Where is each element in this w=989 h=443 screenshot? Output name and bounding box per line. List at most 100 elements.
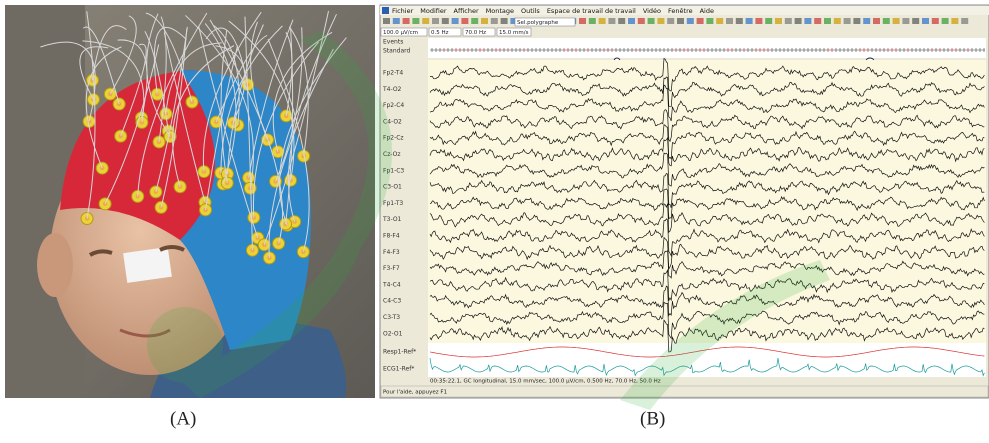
combo-box[interactable]	[428, 27, 462, 37]
tool-button[interactable]	[922, 18, 929, 24]
menu-item[interactable]: Afficher	[454, 7, 479, 15]
menu-item[interactable]: Vidéo	[643, 7, 661, 15]
tool-button[interactable]	[863, 18, 871, 24]
combo-box[interactable]	[380, 27, 428, 37]
tool-button[interactable]	[882, 18, 890, 24]
trace	[429, 268, 985, 302]
toolbar	[383, 18, 969, 24]
app-icon	[382, 7, 389, 14]
tool-button[interactable]	[951, 18, 959, 24]
tool-button[interactable]	[775, 18, 782, 24]
tool-button[interactable]	[686, 18, 694, 24]
tool-button[interactable]	[804, 18, 812, 24]
tool-button[interactable]	[618, 18, 626, 24]
wire	[198, 26, 259, 239]
tool-button[interactable]	[432, 18, 439, 24]
electrode-gel	[139, 120, 145, 125]
tool-button[interactable]	[441, 18, 449, 24]
wire	[228, 20, 295, 181]
wire	[220, 25, 283, 173]
trace	[429, 152, 985, 187]
tool-button[interactable]	[902, 18, 910, 24]
tool-button[interactable]	[745, 18, 753, 24]
tool-button[interactable]	[451, 18, 459, 24]
tool-button[interactable]	[422, 18, 430, 24]
tool-button[interactable]	[579, 18, 586, 24]
tool-button[interactable]	[931, 18, 939, 24]
tool-button[interactable]	[814, 18, 822, 24]
menu-item[interactable]: Aide	[700, 7, 714, 15]
info-line: 00:35:22.1, GC longitudinal, 15.0 mm/sec…	[430, 379, 661, 385]
tool-button[interactable]	[471, 18, 479, 24]
channel-label: Cz-Oz	[383, 151, 401, 158]
tool-button[interactable]	[726, 18, 733, 24]
tool-button[interactable]	[637, 18, 645, 24]
tool-button[interactable]	[824, 18, 831, 24]
tool-button[interactable]	[892, 18, 900, 24]
menu-item[interactable]: Montage	[486, 7, 514, 15]
tool-button[interactable]	[716, 18, 724, 24]
tool-button[interactable]	[873, 18, 880, 24]
tool-button[interactable]	[392, 18, 400, 24]
tool-button[interactable]	[696, 18, 704, 24]
tool-button[interactable]	[481, 18, 488, 24]
wire	[82, 26, 120, 105]
electrode-gel	[273, 179, 278, 184]
tool-button[interactable]	[608, 18, 616, 24]
wire	[86, 11, 96, 219]
combo-box[interactable]	[462, 27, 496, 37]
tool-button[interactable]	[412, 18, 420, 24]
menu-item[interactable]: Modifier	[420, 7, 447, 15]
trace	[429, 250, 985, 279]
tool-button[interactable]	[833, 18, 841, 24]
channel-label: F8-F4	[383, 233, 400, 240]
tool-button[interactable]	[784, 18, 792, 24]
tool-button[interactable]	[735, 18, 743, 24]
tool-button[interactable]	[598, 18, 606, 24]
tool-button[interactable]	[794, 18, 802, 24]
wire	[252, 41, 319, 218]
tool-button[interactable]	[755, 18, 763, 24]
watermark	[147, 30, 830, 410]
tool-button[interactable]	[588, 18, 596, 24]
tool-button[interactable]	[961, 18, 969, 24]
tool-button[interactable]	[677, 18, 684, 24]
trace	[429, 357, 985, 377]
menu-item[interactable]: Espace de travail de travail	[547, 7, 636, 15]
tool-button[interactable]	[510, 18, 518, 24]
time-ruler	[430, 48, 985, 65]
trace	[429, 188, 985, 220]
tool-button[interactable]	[912, 18, 920, 24]
tool-button[interactable]	[383, 18, 390, 24]
wire	[205, 45, 239, 210]
tool-button[interactable]	[647, 18, 655, 24]
tool-button[interactable]	[490, 18, 498, 24]
channel-labels: Events Standard Fp2-T4 T4-O2 Fp2-C4 C4-O2 Fp2-…	[382, 39, 416, 373]
tool-button[interactable]	[628, 18, 635, 24]
wire	[185, 15, 254, 189]
tool-button[interactable]	[941, 18, 949, 24]
tool-button[interactable]	[706, 18, 714, 24]
channel-label: C3-O1	[383, 184, 402, 191]
wire	[137, 12, 208, 197]
tool-button[interactable]	[843, 18, 851, 24]
menu-item[interactable]: Fichier	[392, 7, 414, 15]
wire	[79, 46, 109, 100]
tool-button[interactable]	[402, 18, 410, 24]
caption: (A)	[170, 408, 196, 429]
trace	[429, 109, 985, 143]
menu-item[interactable]: Outils	[521, 7, 540, 15]
menu-bar: Fichier Modifier Afficher Montage Outils Espa…	[382, 7, 714, 15]
wire	[202, 11, 262, 172]
tool-button[interactable]	[667, 18, 675, 24]
combo-box[interactable]	[514, 17, 576, 27]
tool-button[interactable]	[461, 18, 469, 24]
combo-box[interactable]	[496, 27, 532, 37]
wire	[226, 24, 264, 174]
tool-button[interactable]	[853, 18, 861, 24]
tool-button[interactable]	[765, 18, 773, 24]
channel-label: Fp1-T3	[383, 200, 403, 207]
menu-item[interactable]: Fenêtre	[668, 7, 693, 15]
tool-button[interactable]	[657, 18, 665, 24]
tool-button[interactable]	[500, 18, 508, 24]
